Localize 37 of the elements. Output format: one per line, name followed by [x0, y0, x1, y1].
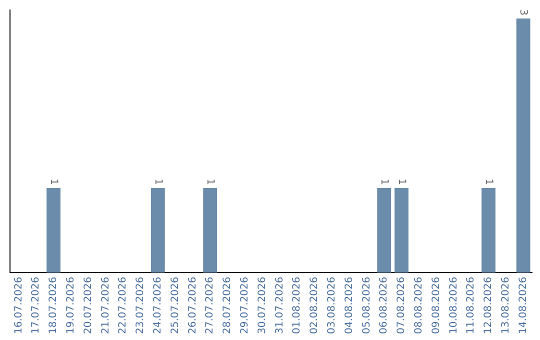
x-tick-label: 04.08.2026	[344, 276, 355, 334]
x-tick-label: 24.07.2026	[152, 276, 164, 334]
x-tick-label: 03.08.2026	[326, 276, 338, 334]
data-label: 1	[482, 178, 494, 185]
x-tick-label: 09.08.2026	[430, 276, 442, 334]
x-tick-label: 31.07.2026	[274, 276, 286, 334]
x-tick-label: 26.07.2026	[187, 276, 198, 334]
x-tick-label: 07.08.2026	[396, 276, 408, 334]
x-tick-label: 08.08.2026	[413, 276, 424, 334]
x-tick-label: 18.07.2026	[48, 276, 60, 334]
x-tick-label: 13.08.2026	[500, 276, 512, 334]
x-tick-label: 16.07.2026	[13, 276, 24, 334]
x-tick-label: 21.07.2026	[100, 276, 112, 334]
x-tick-label: 20.07.2026	[82, 276, 94, 334]
x-tick-label: 23.07.2026	[135, 276, 146, 334]
x-tick-label: 14.08.2026	[518, 276, 529, 334]
x-tick-label: 10.08.2026	[448, 276, 460, 334]
x-tick-label: 30.07.2026	[256, 276, 268, 334]
x-tick-label: 22.07.2026	[118, 276, 129, 334]
x-tick-label: 17.07.2026	[30, 276, 42, 334]
x-tick-label: 02.08.2026	[309, 276, 320, 334]
x-tick-label: 11.08.2026	[466, 276, 477, 334]
x-tick-label: 29.07.2026	[239, 276, 250, 334]
x-tick-label: 06.08.2026	[378, 276, 390, 334]
data-label: 1	[396, 178, 407, 185]
x-tick-label: 05.08.2026	[361, 276, 372, 334]
data-label: 3	[518, 9, 529, 16]
x-tick-label: 01.08.2026	[292, 276, 303, 334]
data-label: 1	[152, 178, 164, 185]
data-label: 1	[204, 178, 216, 185]
data-label: 1	[48, 178, 59, 185]
x-tick-label: 25.07.2026	[170, 276, 181, 334]
x-tick-label: 28.07.2026	[222, 276, 234, 334]
x-tick-label: 12.08.2026	[483, 276, 494, 334]
x-tick-label: 27.07.2026	[204, 276, 216, 334]
data-label: 1	[378, 178, 390, 185]
x-tick-label: 19.07.2026	[65, 276, 76, 334]
